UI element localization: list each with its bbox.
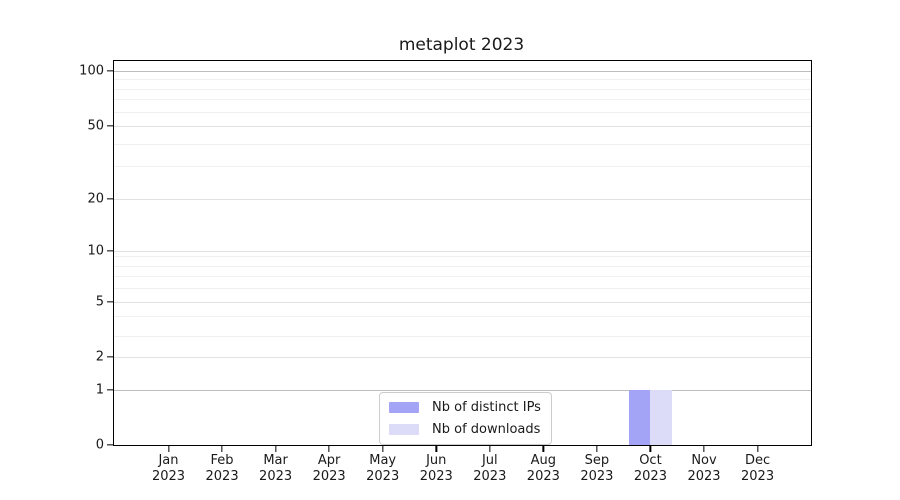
x-tick-year: 2023 (473, 469, 507, 484)
y-minor-gridline (114, 266, 811, 267)
x-tick-year: 2023 (205, 469, 239, 484)
x-tick-mark (703, 446, 705, 452)
x-tick-label: Dec 2023 (741, 453, 774, 485)
y-minor-gridline (114, 316, 811, 317)
x-tick-month: Apr (317, 453, 341, 468)
x-tick-year: 2023 (312, 469, 346, 484)
y-tick-label: 50 (87, 118, 104, 134)
x-tick-year: 2023 (687, 469, 721, 484)
x-tick-year: 2023 (741, 469, 775, 484)
y-tick-label: 10 (87, 243, 104, 259)
legend-swatch-icon (389, 402, 419, 413)
x-tick-mark (382, 446, 384, 452)
x-tick-label: Oct 2023 (634, 453, 667, 485)
x-tick-mark (596, 446, 598, 452)
x-tick-label: Nov 2023 (687, 453, 720, 485)
x-tick-mark (649, 446, 652, 452)
y-tick-mark (107, 355, 113, 358)
x-tick-year: 2023 (526, 469, 560, 484)
x-tick-mark (167, 446, 170, 452)
y-tick-label: 20 (87, 191, 104, 206)
y-minor-gridline (114, 166, 811, 168)
x-tick-month: May (369, 453, 397, 468)
x-tick-mark (328, 446, 330, 452)
y-tick-mark (107, 250, 113, 252)
x-tick-label: Aug 2023 (527, 453, 560, 485)
y-minor-gridline (114, 276, 811, 277)
y-tick-mark (107, 125, 113, 127)
y-gridline (114, 356, 811, 358)
y-tick-label: 1 (95, 382, 104, 397)
x-tick-label: Mar 2023 (259, 453, 292, 485)
y-gridline (114, 251, 811, 252)
x-tick-month: Aug (530, 453, 557, 468)
y-tick-mark (107, 300, 113, 303)
legend-item: Nb of distinct IPs (389, 399, 541, 416)
y-gridline (114, 389, 811, 391)
chart-title: metaplot 2023 (398, 35, 525, 55)
x-tick-year: 2023 (151, 469, 186, 484)
x-tick-month: Sep (584, 453, 610, 468)
y-tick-label: 0 (95, 437, 104, 453)
x-tick-mark (221, 446, 223, 452)
x-tick-year: 2023 (419, 469, 453, 484)
x-tick-label: May 2023 (366, 453, 399, 485)
x-tick-month: Mar (263, 453, 288, 468)
y-minor-gridline (114, 336, 811, 337)
legend-box: Nb of distinct IPs Nb of downloads (379, 392, 552, 445)
x-tick-year: 2023 (366, 469, 400, 484)
legend-item: Nb of downloads (389, 421, 541, 438)
y-tick-label: 2 (95, 349, 104, 364)
x-tick-year: 2023 (633, 469, 667, 484)
x-tick-label: Feb 2023 (206, 453, 239, 485)
legend-swatch-icon (389, 424, 419, 435)
x-tick-label: Jun 2023 (420, 453, 453, 485)
bar-distinct-ips (628, 389, 651, 445)
x-tick-month: Nov (691, 453, 717, 468)
y-gridline (114, 198, 811, 200)
x-tick-mark (542, 446, 544, 452)
y-gridline (114, 71, 811, 72)
x-tick-month: Feb (210, 453, 234, 468)
y-gridline (114, 126, 811, 127)
y-gridline (114, 301, 811, 303)
x-tick-mark (274, 446, 277, 452)
y-minor-gridline (114, 99, 811, 101)
y-minor-gridline (114, 256, 811, 257)
y-minor-gridline (114, 288, 811, 289)
x-tick-label: Jul 2023 (473, 453, 506, 485)
y-tick-mark (107, 70, 113, 72)
bar-downloads (650, 389, 673, 445)
x-tick-month: Dec (744, 453, 771, 468)
plot-area: Nb of distinct IPs Nb of downloads 100 50 2… (79, 60, 812, 484)
legend-label: Nb of downloads (432, 422, 541, 437)
x-tick-mark (489, 446, 491, 452)
y-minor-gridline (114, 79, 811, 81)
y-tick-mark (107, 197, 113, 200)
y-tick-mark (107, 388, 113, 391)
x-tick-label: Apr 2023 (313, 453, 346, 485)
x-tick-label: Sep 2023 (580, 453, 613, 485)
y-minor-gridline (114, 111, 811, 113)
y-minor-gridline (114, 88, 811, 90)
y-tick-label: 100 (79, 63, 104, 79)
x-tick-label: Jan 2023 (152, 453, 185, 485)
x-tick-mark (756, 446, 759, 452)
x-tick-year: 2023 (259, 469, 293, 484)
x-tick-month: Jul (481, 453, 498, 468)
x-tick-month: Jun (426, 453, 447, 468)
y-minor-gridline (114, 143, 811, 145)
legend-label: Nb of distinct IPs (432, 400, 541, 415)
x-tick-mark (435, 446, 437, 452)
y-tick-label: 5 (95, 294, 104, 309)
x-tick-month: Jan (158, 453, 179, 468)
x-tick-year: 2023 (580, 469, 614, 484)
x-tick-month: Oct (639, 453, 662, 468)
y-tick-mark (107, 444, 113, 446)
